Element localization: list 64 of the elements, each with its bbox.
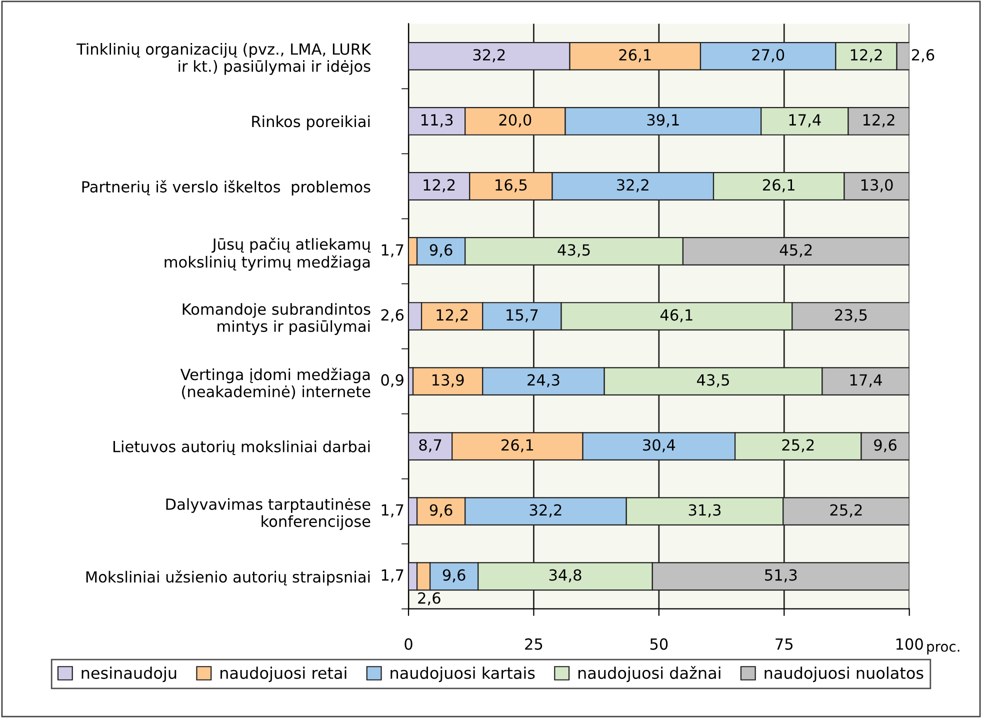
data-label: 31,3 xyxy=(688,504,721,518)
y-tick-label: Partnerių iš verslo iškeltos problemos xyxy=(82,180,370,196)
data-label: 26,1 xyxy=(502,439,534,452)
legend-label: naudojuosi nuolatos xyxy=(764,666,924,682)
data-label: 17,4 xyxy=(850,374,882,388)
data-label: 24,3 xyxy=(528,374,560,388)
x-tick-label: 75 xyxy=(776,638,793,650)
data-label: 2,6 xyxy=(912,49,934,62)
data-label: 8,7 xyxy=(419,439,442,452)
data-label: 0,9 xyxy=(381,374,404,388)
data-label: 9,6 xyxy=(430,504,452,518)
data-label: 20,0 xyxy=(499,114,532,128)
data-label: 2,6 xyxy=(418,592,440,606)
data-label: 9,6 xyxy=(874,439,896,452)
y-tick-label: Vertinga įdomi medžiaga (neakademinė) internete xyxy=(180,368,370,400)
data-label: 12,2 xyxy=(850,49,882,62)
data-label: 25,2 xyxy=(830,504,862,518)
data-label: 9,6 xyxy=(442,569,466,582)
y-tick-label: Dalyvavimas tarptautinėse konferencijose xyxy=(166,498,370,530)
data-label: 32,2 xyxy=(530,504,562,518)
x-tick-label: 50 xyxy=(650,638,668,650)
data-label: 34,8 xyxy=(549,569,582,582)
data-label: 30,4 xyxy=(643,439,676,452)
data-label: 13,0 xyxy=(861,179,893,192)
y-tick-label: Rinkos poreikiai xyxy=(252,115,370,130)
data-label: 46,1 xyxy=(660,309,692,322)
data-label: 43,5 xyxy=(697,374,729,388)
y-tick-label: Moksliniai užsienio autorių straipsniai xyxy=(86,570,370,586)
x-tick-label: 25 xyxy=(525,638,542,650)
y-tick-label: Komandoje subrandintos mintys ir pasiūlymai xyxy=(182,303,370,335)
legend-label: nesinaudoju xyxy=(82,666,176,682)
data-label: 16,5 xyxy=(496,179,527,192)
data-label: 12,2 xyxy=(863,114,894,128)
data-label: 12,2 xyxy=(436,309,468,322)
legend-label: naudojuosi dažnai xyxy=(578,666,720,682)
legend-label: naudojuosi kartais xyxy=(390,666,535,682)
y-tick-label: Lietuvos autorių moksliniai darbai xyxy=(113,440,370,456)
data-label: 23,5 xyxy=(835,309,867,322)
data-label: 1,7 xyxy=(382,504,404,518)
data-label: 12,2 xyxy=(424,179,455,192)
data-label: 45,2 xyxy=(780,244,812,258)
data-label: 32,2 xyxy=(617,179,648,192)
data-label: 11,3 xyxy=(421,114,453,128)
data-label: 1,7 xyxy=(382,244,404,258)
legend-label: naudojuosi retai xyxy=(220,666,346,682)
text: proc. xyxy=(927,644,960,654)
data-label: 26,1 xyxy=(762,179,794,192)
data-label: 51,3 xyxy=(765,569,797,582)
data-label: 1,7 xyxy=(382,569,404,582)
data-label: 32,2 xyxy=(473,49,505,62)
data-label: 27,0 xyxy=(752,49,784,62)
data-label: 26,1 xyxy=(619,49,651,62)
data-label: 25,2 xyxy=(782,439,814,452)
data-label: 17,4 xyxy=(789,114,821,128)
x-tick-label: 0 xyxy=(404,638,412,650)
data-label: 13,9 xyxy=(432,374,464,388)
data-label: 43,5 xyxy=(558,244,590,258)
data-label: 9,6 xyxy=(430,244,452,258)
x-tick-label: 100 xyxy=(896,638,923,650)
y-tick-label: Jūsų pačių atliekamų mokslinių tyrimų medžiaga xyxy=(164,237,371,271)
data-label: 39,1 xyxy=(647,114,679,128)
data-label: 2,6 xyxy=(381,309,404,322)
data-label: 15,7 xyxy=(506,309,538,322)
y-tick-label: Tinklinių organizacijų (pvz., LMA, LURK ir kt.) pasiūlymai ir idėjos xyxy=(76,43,372,75)
